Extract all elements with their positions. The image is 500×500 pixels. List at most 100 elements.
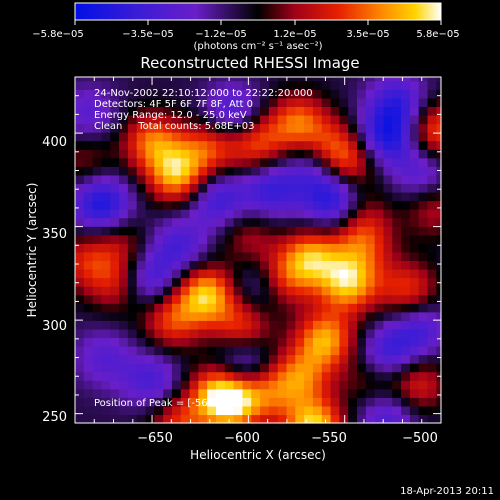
heatmap-cell bbox=[101, 380, 111, 390]
heatmap-cell bbox=[312, 320, 323, 330]
heatmap-cell bbox=[392, 251, 402, 262]
heatmap-cell bbox=[339, 397, 349, 407]
heatmap-cell bbox=[171, 286, 182, 296]
heatmap-cell bbox=[436, 251, 442, 262]
heatmap-cell bbox=[127, 345, 138, 356]
heatmap-cell bbox=[268, 183, 279, 193]
heatmap-cell bbox=[83, 337, 94, 347]
heatmap-cell bbox=[198, 80, 208, 90]
heatmap-cell bbox=[92, 405, 103, 416]
heatmap-cell bbox=[321, 174, 332, 185]
heatmap-cell bbox=[75, 311, 85, 321]
heatmap-cell bbox=[401, 89, 411, 99]
heatmap-cell bbox=[136, 268, 147, 279]
heatmap-cell bbox=[401, 149, 411, 159]
heatmap-cell bbox=[304, 311, 314, 321]
heatmap-cell bbox=[207, 363, 217, 373]
heatmap-cell bbox=[198, 174, 208, 185]
heatmap-cell bbox=[233, 191, 244, 202]
heatmap-cell bbox=[110, 277, 120, 287]
heatmap-cell bbox=[145, 234, 155, 244]
heatmap-cell bbox=[409, 209, 420, 219]
heatmap-cell bbox=[392, 311, 402, 321]
heatmap-cell bbox=[286, 405, 296, 416]
heatmap-cell bbox=[268, 286, 279, 296]
heatmap-cell bbox=[242, 363, 252, 373]
heatmap-cell bbox=[110, 363, 120, 373]
heatmap-cell bbox=[348, 251, 358, 262]
heatmap-cell bbox=[260, 277, 270, 287]
heatmap-cell bbox=[251, 123, 261, 133]
heatmap-cell bbox=[207, 191, 217, 202]
heatmap-cell bbox=[145, 174, 155, 185]
heatmap-cell bbox=[339, 234, 349, 244]
heatmap-cell bbox=[92, 371, 103, 381]
heatmap-cell bbox=[436, 363, 442, 373]
heatmap-cell bbox=[119, 328, 129, 339]
heatmap-cell bbox=[136, 191, 147, 202]
heatmap-cell bbox=[401, 311, 411, 321]
heatmap-cell bbox=[304, 337, 314, 347]
heatmap-cell bbox=[383, 226, 393, 236]
heatmap-cell bbox=[75, 157, 85, 167]
heatmap-cell bbox=[83, 157, 94, 167]
heatmap-cell bbox=[374, 320, 385, 330]
heatmap-cell bbox=[312, 200, 323, 210]
x-tick-label: −600 bbox=[224, 431, 260, 446]
heatmap-cell bbox=[110, 209, 120, 219]
heatmap-cell bbox=[277, 286, 288, 296]
heatmap-cell bbox=[145, 97, 155, 108]
heatmap-cell bbox=[110, 106, 120, 116]
heatmap-cell bbox=[321, 303, 332, 313]
heatmap-cell bbox=[198, 114, 208, 125]
heatmap-cell bbox=[233, 268, 244, 279]
heatmap-cell bbox=[436, 260, 442, 270]
heatmap-cell bbox=[198, 77, 208, 82]
heatmap-cell bbox=[136, 311, 147, 321]
heatmap-cell bbox=[383, 114, 393, 125]
heatmap-cell bbox=[295, 200, 305, 210]
heatmap-cell bbox=[171, 183, 182, 193]
heatmap-cell bbox=[171, 191, 182, 202]
heatmap-cell bbox=[163, 226, 173, 236]
heatmap-cell bbox=[224, 157, 235, 167]
heatmap-cell bbox=[136, 337, 147, 347]
heatmap-cell bbox=[312, 363, 323, 373]
heatmap-cell bbox=[207, 200, 217, 210]
heatmap-cell bbox=[75, 414, 85, 424]
heatmap-cell bbox=[180, 320, 191, 330]
heatmap-cell bbox=[365, 149, 376, 159]
heatmap-cell bbox=[374, 80, 385, 90]
heatmap-cell bbox=[92, 380, 103, 390]
heatmap-cell bbox=[119, 209, 129, 219]
heatmap-cell bbox=[127, 328, 138, 339]
heatmap-cell bbox=[268, 363, 279, 373]
heatmap-cell bbox=[180, 405, 191, 416]
heatmap-cell bbox=[312, 209, 323, 219]
heatmap-cell bbox=[216, 243, 226, 253]
heatmap-cell bbox=[251, 166, 261, 176]
heatmap-cell bbox=[171, 311, 182, 321]
heatmap-cell bbox=[207, 123, 217, 133]
heatmap-cell bbox=[383, 268, 393, 279]
heatmap-cell bbox=[145, 405, 155, 416]
heatmap-cell bbox=[304, 260, 314, 270]
heatmap-cell bbox=[83, 234, 94, 244]
heatmap-cell bbox=[119, 388, 129, 398]
heatmap-cell bbox=[392, 320, 402, 330]
heatmap-cell bbox=[233, 200, 244, 210]
heatmap-cell bbox=[418, 294, 429, 304]
heatmap-cell bbox=[365, 251, 376, 262]
heatmap-cell bbox=[268, 388, 279, 398]
heatmap-cell bbox=[312, 260, 323, 270]
heatmap-cell bbox=[110, 286, 120, 296]
heatmap-cell bbox=[277, 251, 288, 262]
heatmap-cell bbox=[101, 354, 111, 364]
heatmap-cell bbox=[92, 414, 103, 424]
heatmap-cell bbox=[401, 260, 411, 270]
heatmap-cell bbox=[198, 166, 208, 176]
heatmap-cell bbox=[101, 243, 111, 253]
heatmap-cell bbox=[436, 77, 442, 82]
heatmap-cell bbox=[339, 106, 349, 116]
heatmap-cell bbox=[163, 80, 173, 90]
